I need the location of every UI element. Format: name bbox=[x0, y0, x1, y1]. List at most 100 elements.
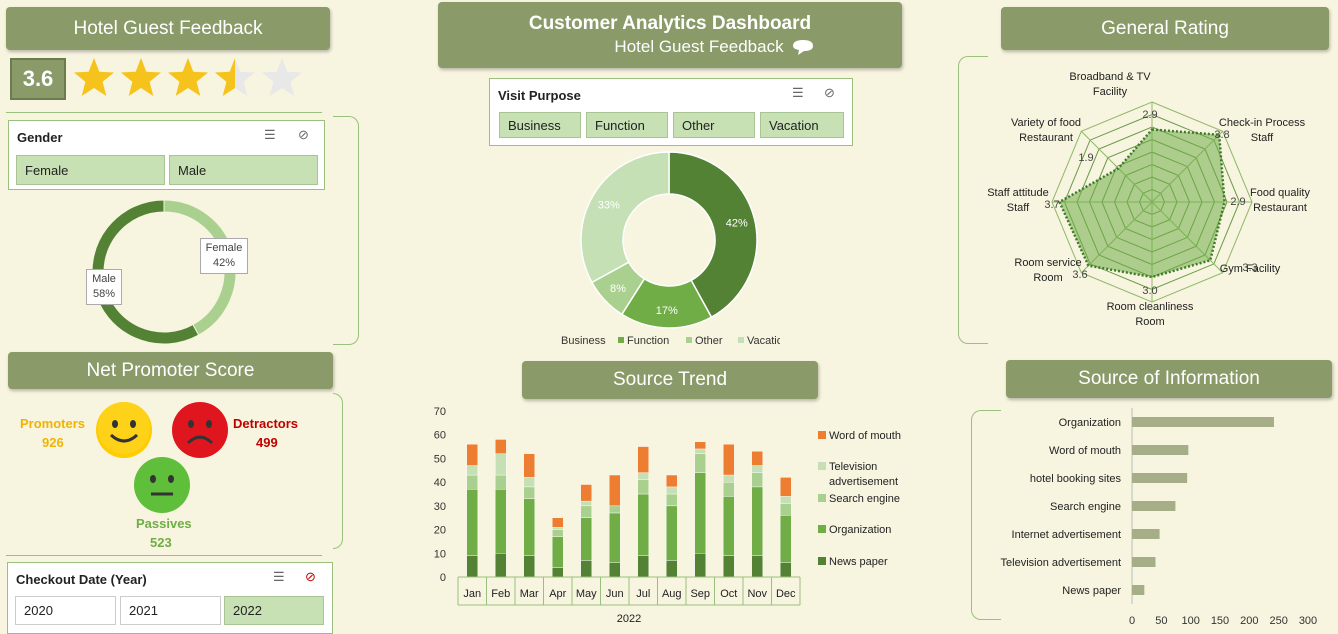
detractors-value: 499 bbox=[256, 435, 278, 450]
bar-segment bbox=[694, 472, 706, 554]
x-axis-title: 2022 bbox=[617, 613, 641, 625]
x-tick-label: 200 bbox=[1240, 615, 1258, 627]
clear-filter-icon[interactable]: ⊘ bbox=[305, 569, 316, 584]
y-tick-label: 70 bbox=[434, 406, 446, 418]
multi-select-icon[interactable]: ☰ bbox=[792, 85, 804, 100]
radar-axis-label: Room bbox=[1033, 272, 1062, 284]
y-tick-label: 60 bbox=[434, 430, 446, 442]
bar-segment bbox=[466, 489, 478, 556]
radar-axis-label: Staff bbox=[1251, 132, 1274, 144]
gender-female-button[interactable]: Female bbox=[16, 155, 165, 185]
dashboard-subtitle: Hotel Guest Feedback bbox=[614, 37, 784, 56]
source-bar bbox=[1132, 557, 1156, 567]
bar-segment bbox=[466, 465, 478, 476]
bar-segment bbox=[694, 441, 706, 450]
gender-donut-chart bbox=[91, 199, 237, 345]
x-tick-label: Feb bbox=[491, 588, 510, 600]
year-2022-button[interactable]: 2022 bbox=[224, 596, 324, 625]
radar-axis-label: Room service bbox=[1014, 257, 1081, 269]
x-tick-label: Apr bbox=[549, 588, 566, 600]
bar-segment bbox=[609, 562, 621, 578]
star-icon bbox=[168, 58, 208, 96]
feedback-header: Hotel Guest Feedback bbox=[6, 7, 330, 50]
bar-segment bbox=[523, 498, 535, 556]
visit-data-label: 42% bbox=[726, 218, 748, 230]
gender-slicer: Gender ☰ ⊘ Female Male bbox=[8, 120, 325, 190]
trend-legend-item: News paper bbox=[829, 556, 888, 568]
y-tick-label: 50 bbox=[434, 453, 446, 465]
female-data-label: Female 42% bbox=[200, 238, 248, 274]
radar-axis-label: Check-in Process bbox=[1219, 117, 1306, 129]
bar-segment bbox=[523, 477, 535, 488]
x-tick-label: Dec bbox=[776, 588, 796, 600]
radar-axis-label: Restaurant bbox=[1253, 202, 1307, 214]
visit-legend-item: Vacation bbox=[747, 335, 780, 347]
star-rating bbox=[74, 58, 302, 96]
visit-vacation-button[interactable]: Vacation bbox=[760, 112, 844, 138]
y-tick-label: 30 bbox=[434, 501, 446, 513]
x-tick-label: Nov bbox=[747, 588, 767, 600]
legend-swatch bbox=[738, 337, 744, 343]
source-info-bar-chart: Organization Word of mouth hotel booking s… bbox=[1001, 408, 1317, 627]
multi-select-icon[interactable]: ☰ bbox=[264, 127, 276, 142]
visit-function-button[interactable]: Function bbox=[586, 112, 668, 138]
bar-segment bbox=[751, 555, 763, 578]
promoters-label: Promoters bbox=[20, 416, 86, 431]
legend-swatch bbox=[686, 337, 692, 343]
trend-legend-item: Organization bbox=[829, 524, 891, 536]
source-category-label: Organization bbox=[1059, 417, 1121, 429]
passives-value: 523 bbox=[150, 535, 172, 550]
source-bar bbox=[1132, 445, 1189, 455]
radar-value-label: 3.6 bbox=[1072, 269, 1087, 281]
year-2021-button[interactable]: 2021 bbox=[120, 596, 221, 625]
bar-segment bbox=[780, 562, 792, 578]
visit-other-button[interactable]: Other bbox=[673, 112, 755, 138]
visit-legend-item: Other bbox=[695, 335, 723, 347]
year-2020-button[interactable]: 2020 bbox=[15, 596, 116, 625]
source-bar bbox=[1132, 501, 1176, 511]
bar-segment bbox=[552, 526, 564, 530]
x-tick-label: 250 bbox=[1269, 615, 1287, 627]
clear-filter-icon[interactable]: ⊘ bbox=[298, 127, 309, 142]
sad-face-icon bbox=[172, 402, 228, 458]
happy-face-icon bbox=[96, 402, 152, 458]
bar-segment bbox=[580, 484, 592, 502]
bar-segment bbox=[495, 474, 507, 490]
x-tick-label: Jun bbox=[606, 588, 624, 600]
bar-segment bbox=[523, 453, 535, 478]
bar-segment bbox=[609, 474, 621, 507]
radar-axis-label: Staff attitude bbox=[987, 187, 1049, 199]
visit-slice-vacation bbox=[580, 151, 670, 284]
bar-segment bbox=[723, 444, 735, 476]
x-tick-label: Jul bbox=[636, 588, 650, 600]
dashboard-title: Customer Analytics Dashboard bbox=[528, 13, 812, 34]
bar-segment bbox=[723, 496, 735, 556]
radar-axis-label: Broadband & TV bbox=[1069, 71, 1151, 83]
bar-segment bbox=[694, 448, 706, 454]
star-icon bbox=[215, 58, 255, 96]
visit-business-button[interactable]: Business bbox=[499, 112, 581, 138]
general-rating-radar-chart: Broadband & TV Facility 2.9 Check-in Proces… bbox=[987, 71, 1310, 328]
x-tick-label: Sep bbox=[690, 588, 710, 600]
bar-segment bbox=[466, 444, 478, 466]
rating-value: 3.6 bbox=[10, 58, 66, 100]
bar-segment bbox=[694, 553, 706, 578]
source-bar bbox=[1132, 529, 1160, 539]
radar-value-label: 3.3 bbox=[1242, 262, 1257, 274]
clear-filter-icon[interactable]: ⊘ bbox=[824, 85, 835, 100]
multi-select-icon[interactable]: ☰ bbox=[273, 569, 285, 584]
legend-swatch bbox=[818, 462, 826, 470]
radar-axis-label: Restaurant bbox=[1019, 132, 1073, 144]
legend-swatch bbox=[818, 557, 826, 565]
legend-swatch bbox=[818, 431, 826, 439]
radar-value-label: 2.9 bbox=[1142, 109, 1157, 121]
bar-segment bbox=[552, 536, 564, 568]
legend-swatch bbox=[818, 525, 826, 533]
radar-axis-label: Food quality bbox=[1250, 187, 1310, 199]
source-category-label: Television advertisement bbox=[1001, 557, 1121, 569]
bar-segment bbox=[637, 479, 649, 495]
bar-segment bbox=[637, 555, 649, 578]
gender-male-button[interactable]: Male bbox=[169, 155, 318, 185]
radar-value-label: 3.0 bbox=[1142, 285, 1157, 297]
speech-bubble-icon bbox=[792, 40, 813, 55]
